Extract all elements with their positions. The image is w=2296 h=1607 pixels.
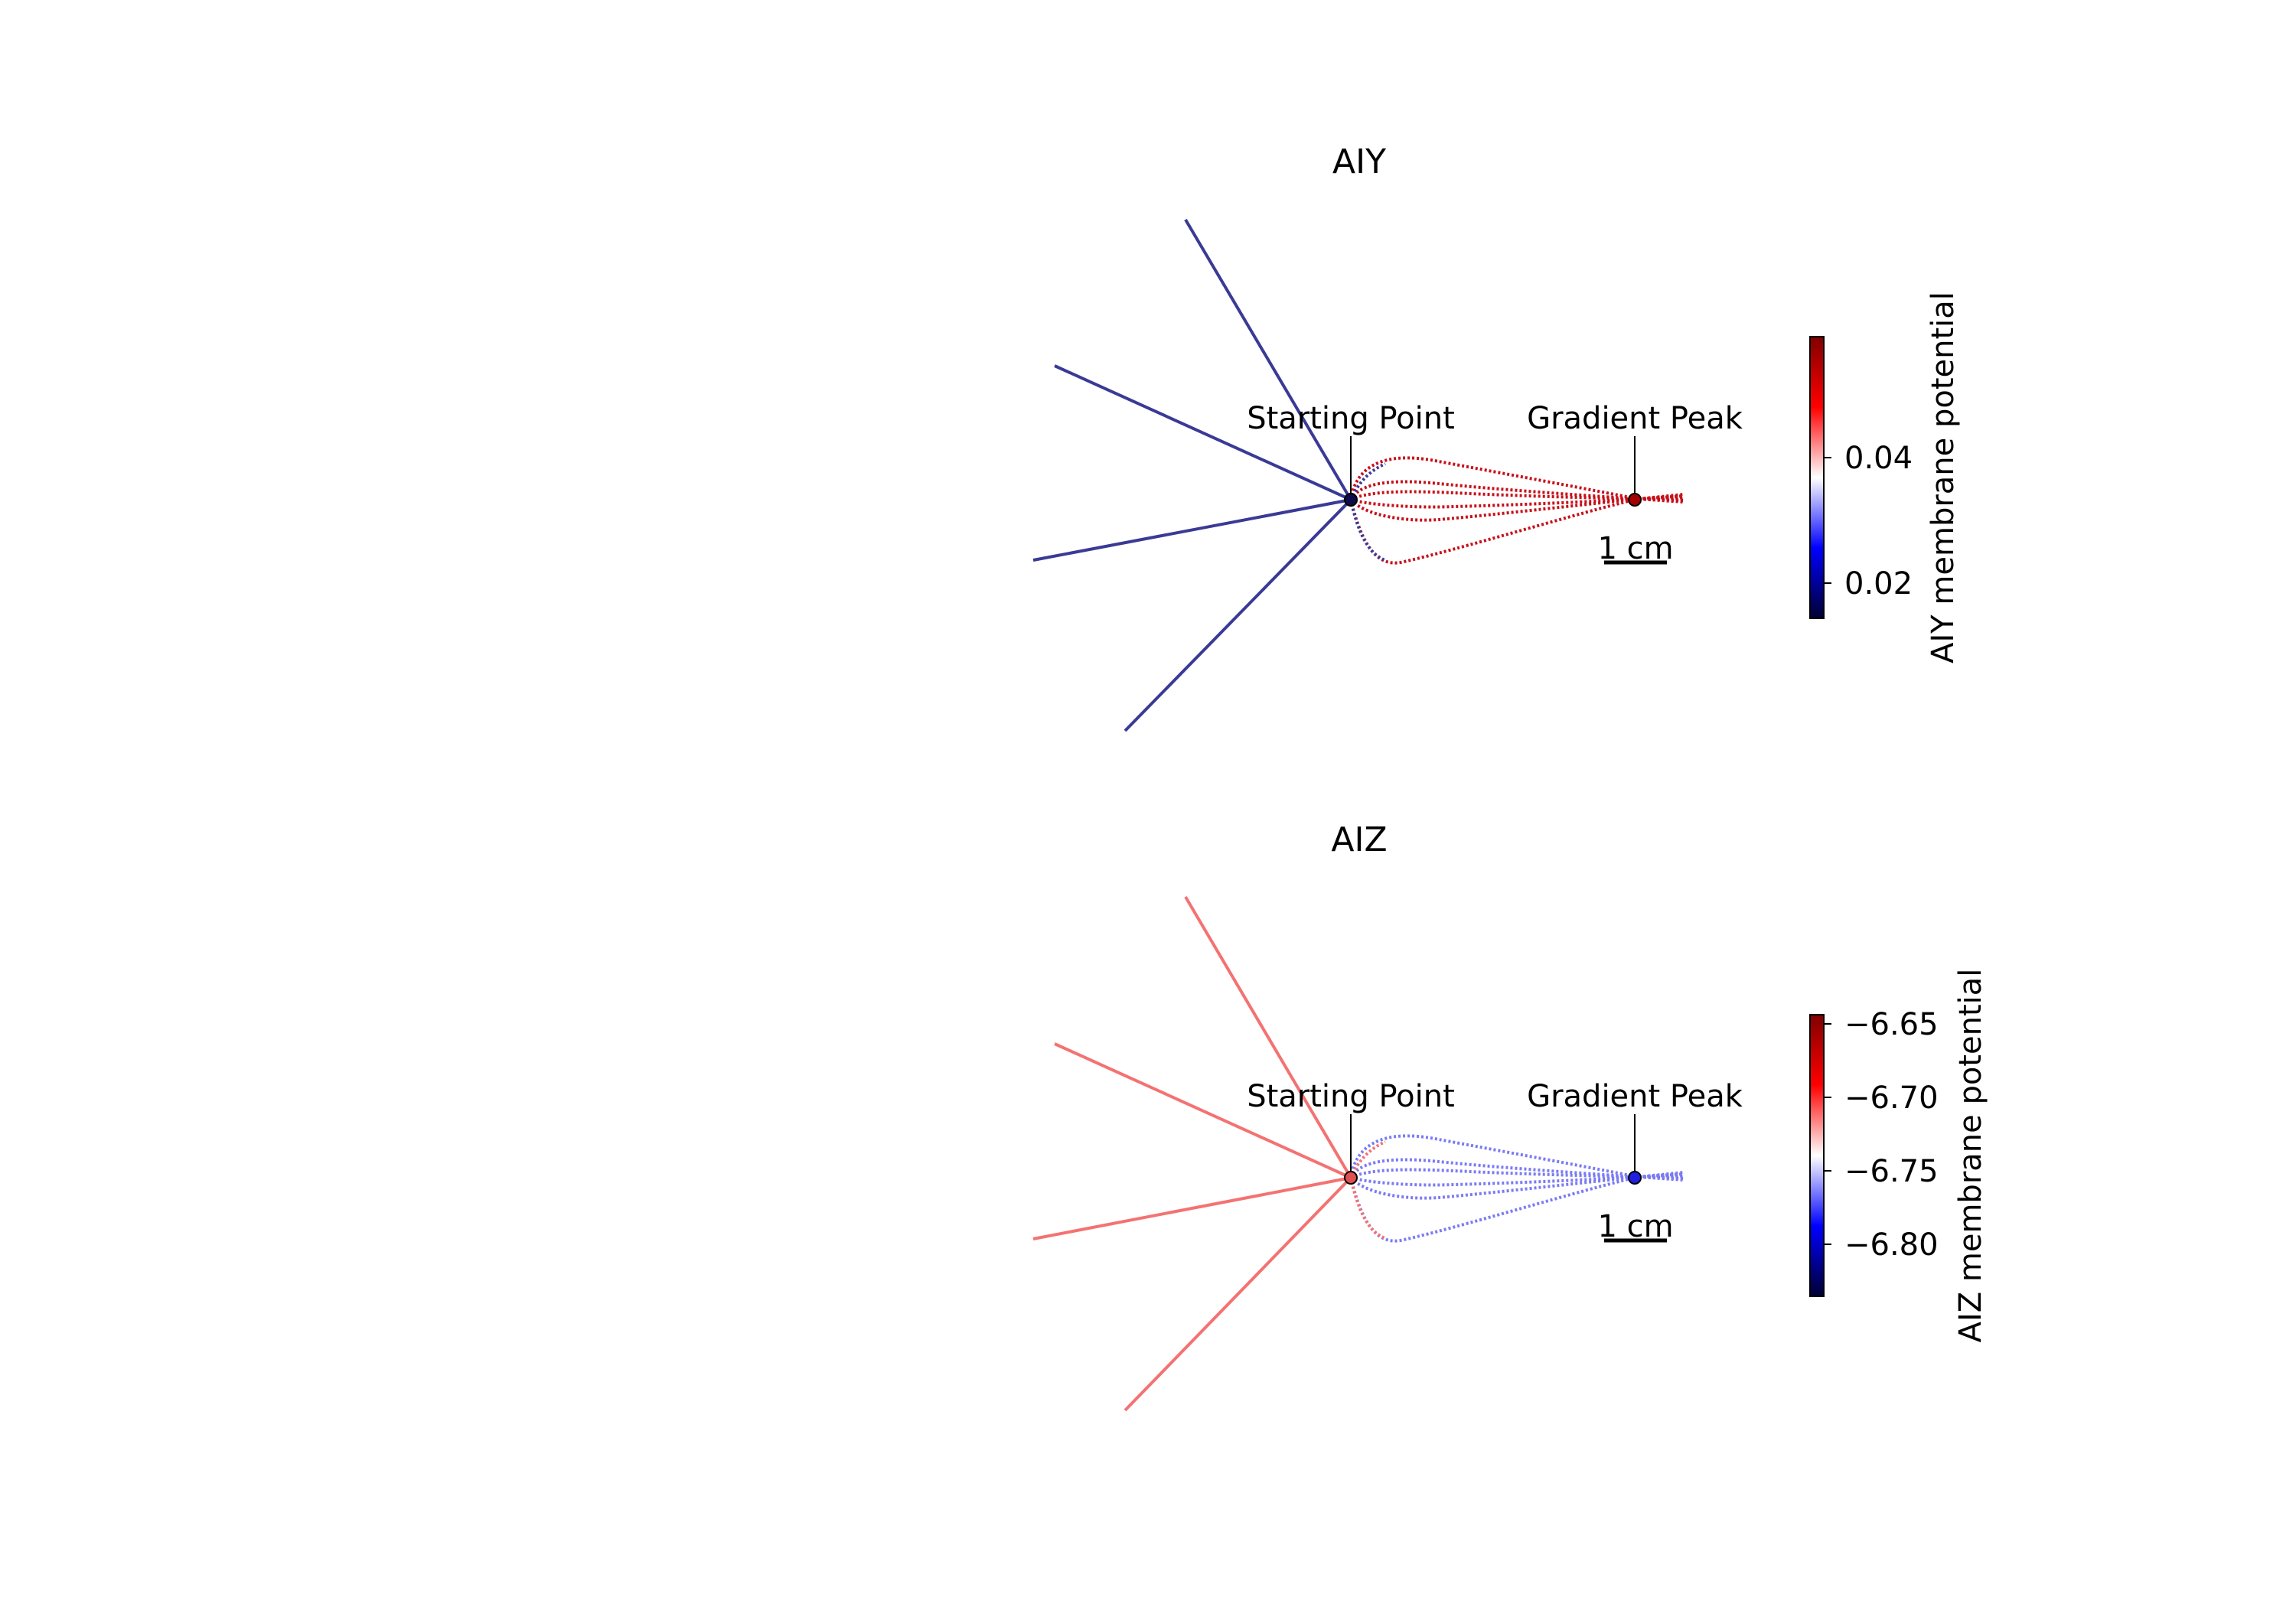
path-5 — [1349, 1175, 1684, 1200]
peak-label-aiy: Gradient Peak — [1527, 401, 1743, 436]
path-start-overlay — [1349, 1140, 1386, 1240]
scale-bar-label-aiz: 1 cm — [1597, 1209, 1673, 1244]
start-label-aiy: Starting Point — [1247, 401, 1455, 436]
panel-title-aiy: AIY — [1332, 142, 1386, 181]
path-start-overlay — [1349, 462, 1386, 562]
path-2 — [1349, 480, 1684, 501]
path-1 — [1349, 456, 1684, 501]
curved-paths-aiy — [1349, 456, 1684, 565]
colorbar-aiy — [1809, 336, 1825, 619]
panel-title-aiz: AIZ — [1331, 820, 1387, 859]
start-marker-aiy — [1344, 493, 1358, 507]
colorbar-tick-label-2: −6.75 — [1844, 1154, 1939, 1189]
colorbar-tick-label-0: 0.04 — [1844, 441, 1913, 476]
ray-left — [1032, 1176, 1352, 1240]
start-marker-aiz — [1344, 1171, 1358, 1185]
colorbar-aiz — [1809, 1014, 1825, 1297]
colorbar-tick-label-1: 0.02 — [1844, 566, 1913, 601]
ray-down — [1124, 1176, 1352, 1412]
colorbar-label-aiz: AIZ membrane potential — [1953, 969, 1988, 1343]
ray-down — [1124, 498, 1352, 732]
colorbar-ticks-aiz: −6.65 −6.70 −6.75 −6.80 — [1824, 1007, 1939, 1263]
start-label-aiz: Starting Point — [1247, 1079, 1455, 1114]
colorbar-tick-label-1: −6.70 — [1844, 1081, 1939, 1116]
path-2 — [1349, 1158, 1684, 1179]
colorbar-tick-label-0: −6.65 — [1844, 1007, 1939, 1042]
straight-rays-aiz — [1032, 895, 1352, 1412]
peak-marker-aiz — [1628, 1171, 1642, 1185]
colorbar-tick-label-3: −6.80 — [1844, 1227, 1939, 1263]
path-1 — [1349, 1134, 1684, 1179]
colorbar-label-aiy: AIY membrane potential — [1926, 292, 1961, 663]
colorbar-ticks-aiy: 0.04 0.02 — [1824, 441, 1913, 601]
ray-upper-left — [1054, 1042, 1352, 1179]
scale-bar-label-aiy: 1 cm — [1597, 531, 1673, 566]
straight-rays-aiy — [1032, 218, 1352, 732]
ray-up — [1184, 218, 1352, 501]
ray-up — [1184, 895, 1352, 1179]
panel-aiz: AIZ Starting Point Gradient Peak 1 cm −6… — [1032, 820, 1988, 1412]
panel-aiy: AIY Starting Point Gradient Peak 1 cm — [1032, 142, 1961, 732]
path-5 — [1349, 497, 1684, 522]
peak-marker-aiy — [1628, 493, 1642, 507]
ray-left — [1032, 498, 1352, 562]
ray-upper-left — [1054, 364, 1352, 501]
peak-label-aiz: Gradient Peak — [1527, 1079, 1743, 1114]
